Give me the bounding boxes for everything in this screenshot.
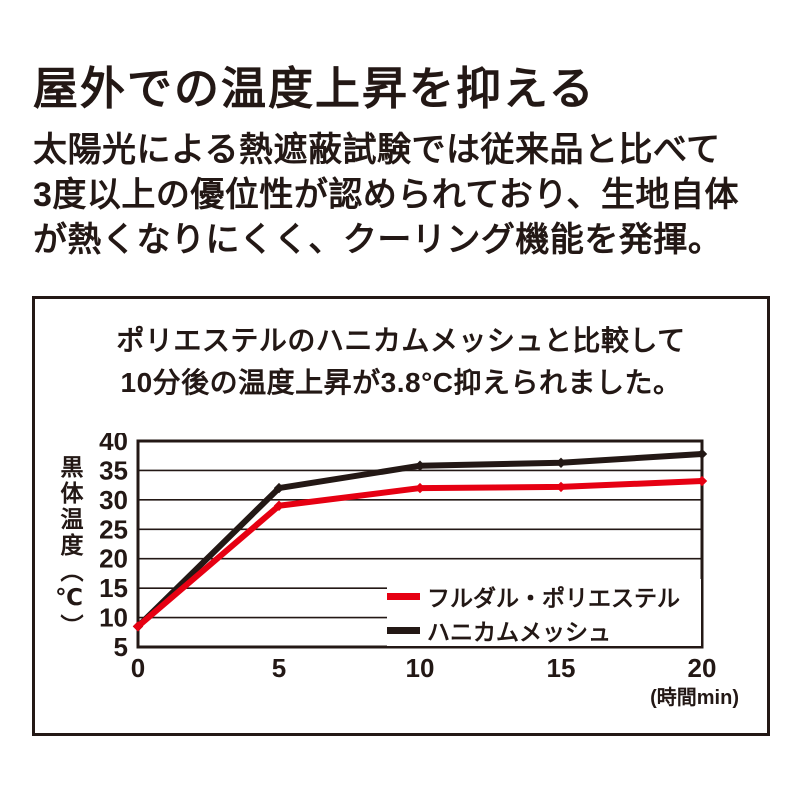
y-axis-title: 黒体温度（℃） (57, 455, 83, 640)
y-tick-label-40: 40 (99, 433, 128, 456)
series-1-marker-x20 (696, 448, 708, 460)
intro-line-1: 太陽光による熱遮蔽試験では従来品と比べて (33, 131, 721, 169)
x-tick-label-15: 15 (547, 653, 576, 683)
legend-label-honeycomb-mesh: ハニカムメッシュ (427, 619, 611, 645)
series-1-marker-x10 (414, 460, 426, 471)
x-axis-unit: (時間min) (650, 687, 739, 709)
panel-heading: ポリエステルのハニカムメッシュと比較して 10分後の温度上昇が3.8°C抑えられ… (35, 320, 767, 404)
y-tick-label-10: 10 (99, 603, 128, 633)
legend-swatch-black (387, 626, 420, 634)
panel-heading-line-2: 10分後の温度上昇が3.8°C抑えられました。 (120, 367, 682, 398)
y-tick-label-20: 20 (99, 544, 128, 574)
temperature-chart: 40 35 30 25 20 15 10 5 0 5 10 15 20 黒体温度（℃） フルダル・ポリエ… (35, 433, 767, 731)
y-tick-label-35: 35 (99, 455, 128, 485)
legend-item-fulldull-polyester: フルダル・ポリエステル (387, 579, 701, 613)
intro-line-2: 3度以上の優位性が認められており、生地自体 (33, 176, 740, 214)
y-tick-label-25: 25 (99, 514, 128, 544)
legend-item-honeycomb-mesh: ハニカムメッシュ (387, 613, 701, 647)
series-1-marker-x15 (555, 457, 567, 468)
intro-paragraph: 太陽光による熱遮蔽試験では従来品と比べて 3度以上の優位性が認められており、生地… (33, 128, 739, 263)
comparison-panel: ポリエステルのハニカムメッシュと比較して 10分後の温度上昇が3.8°C抑えられ… (32, 296, 770, 736)
series-0-marker-x10 (414, 482, 426, 494)
x-tick-label-10: 10 (406, 653, 435, 683)
y-tick-label-30: 30 (99, 485, 128, 515)
series-0-marker-x20 (696, 475, 708, 487)
page-title: 屋外での温度上昇を抑える (33, 63, 596, 114)
x-tick-label-5: 5 (272, 653, 286, 683)
y-tick-label-15: 15 (99, 573, 128, 603)
plot-frame (136, 439, 704, 649)
chart-legend: フルダル・ポリエステル ハニカムメッシュ (387, 579, 701, 646)
legend-swatch-red (387, 592, 420, 600)
x-tick-label-0: 0 (131, 653, 145, 683)
legend-label-fulldull-polyester: フルダル・ポリエステル (427, 585, 680, 611)
y-tick-label-5: 5 (114, 632, 128, 662)
intro-line-3: が熱くなりにくく、クーリング機能を発揮。 (33, 221, 723, 259)
series-1-marker-x5 (273, 482, 285, 494)
series-0-marker-x5 (273, 500, 285, 511)
x-tick-label-20: 20 (688, 653, 717, 683)
series-0-marker-x15 (555, 481, 567, 493)
panel-heading-line-1: ポリエステルのハニカムメッシュと比較して (116, 325, 686, 356)
